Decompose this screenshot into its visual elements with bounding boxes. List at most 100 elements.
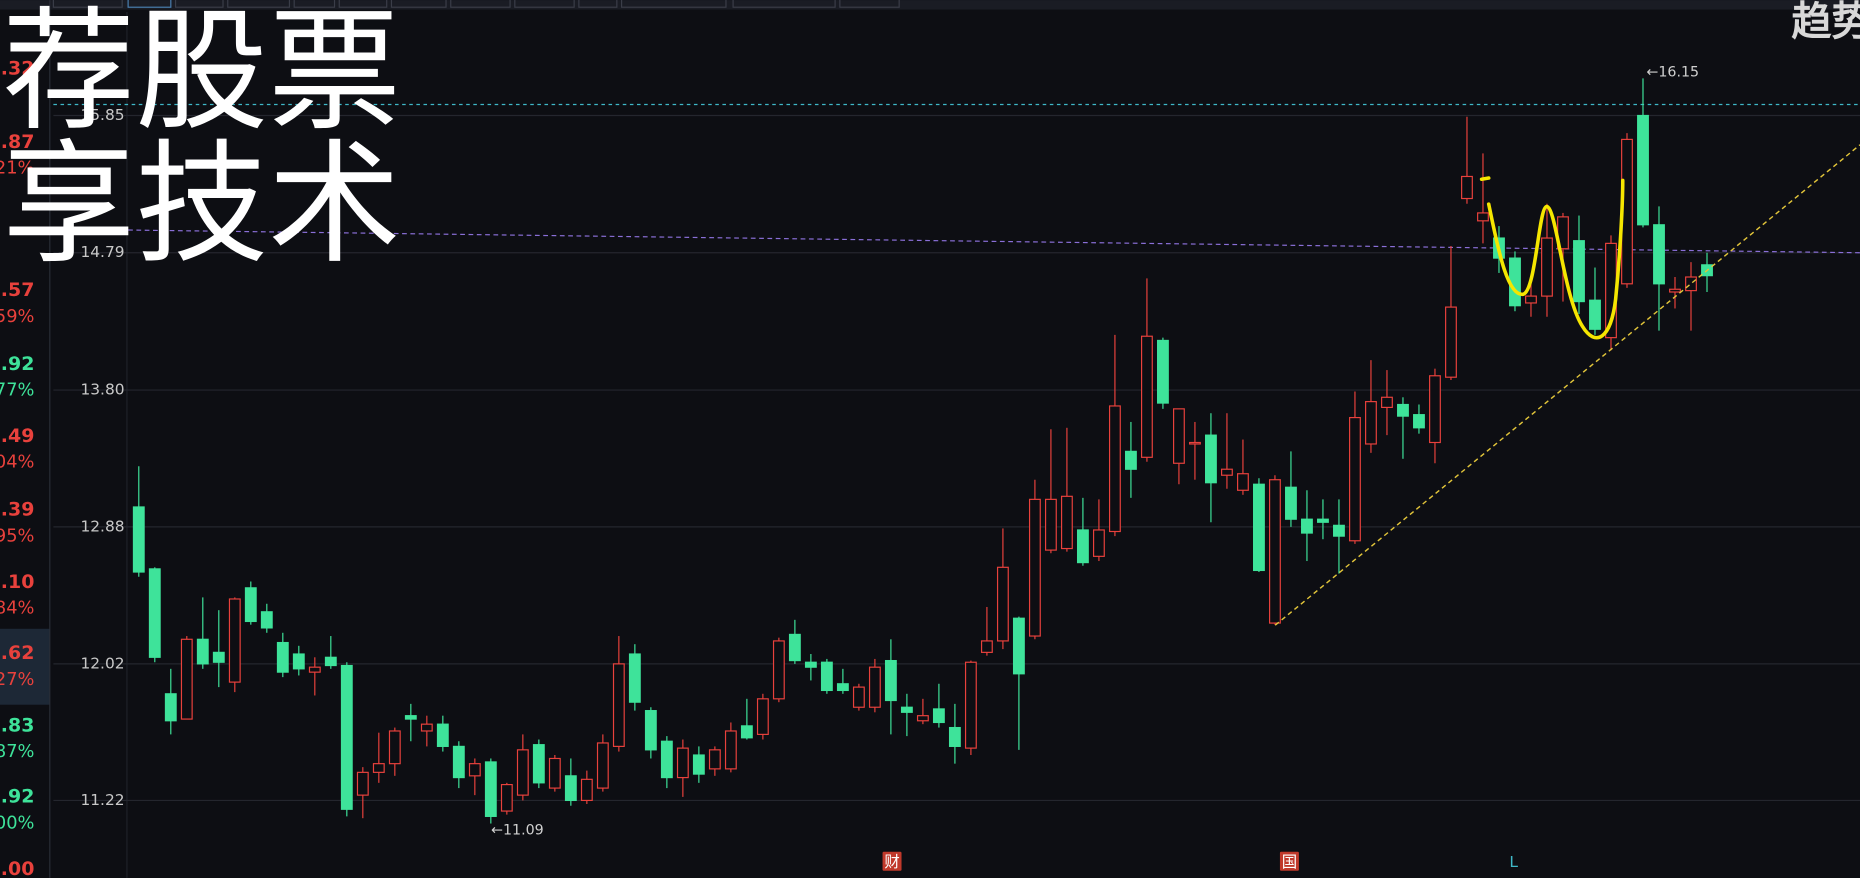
- candle-body: [1092, 529, 1105, 557]
- candle-body: [1172, 408, 1185, 464]
- candle-body: [324, 656, 337, 667]
- y-tick-label: 11.22: [80, 791, 124, 809]
- side-price: 2.32: [0, 57, 34, 79]
- side-price: 3.10: [0, 571, 34, 593]
- tab[interactable]: [514, 0, 575, 8]
- tab[interactable]: [127, 0, 172, 8]
- candle-body: [644, 710, 657, 751]
- tab[interactable]: [732, 0, 836, 8]
- candle-body: [548, 757, 561, 789]
- tab[interactable]: [293, 0, 336, 8]
- side-change: 00%: [0, 812, 34, 833]
- y-tick-label: 12.02: [80, 654, 124, 672]
- candle-body: [1477, 212, 1489, 222]
- side-change: 95%: [0, 525, 34, 546]
- candle-body: [212, 651, 225, 663]
- trend-line: [1274, 144, 1860, 626]
- candle-body: [1589, 299, 1601, 330]
- candle-body: [276, 641, 289, 673]
- candle-body: [1349, 416, 1361, 542]
- candle-body: [596, 742, 609, 789]
- candle-body: [1653, 224, 1665, 285]
- side-price: 3.83: [0, 715, 34, 737]
- candle-body: [340, 664, 353, 810]
- candle-body: [1333, 524, 1345, 537]
- candle-body: [532, 744, 545, 784]
- tab[interactable]: [578, 0, 618, 8]
- candle-body: [1573, 240, 1585, 303]
- extreme-label: ←16.15: [1646, 64, 1699, 80]
- candle-body: [1044, 498, 1057, 551]
- tab[interactable]: [620, 0, 727, 8]
- labels: 11.22 12.02 12.88 13.80 14.79 15.85 ←16.15 ←11.…: [0, 57, 1699, 878]
- candle-body: [500, 783, 513, 812]
- candle-body: [308, 666, 321, 673]
- y-tick-label: 13.80: [80, 381, 124, 399]
- tab[interactable]: [338, 0, 388, 8]
- tab[interactable]: [174, 0, 224, 8]
- candle-body: [1012, 617, 1025, 675]
- candle-body: [1381, 396, 1393, 408]
- tab[interactable]: [450, 0, 511, 8]
- candle-body: [516, 749, 529, 796]
- candle-body: [468, 763, 481, 777]
- candle-body: [484, 761, 497, 817]
- event-marker: 国: [1282, 853, 1297, 871]
- candle-body: [564, 775, 577, 802]
- candle-body: [1285, 486, 1297, 520]
- side-price: 4.62: [0, 642, 34, 664]
- candle-body: [1509, 257, 1521, 307]
- side-price: 2.49: [0, 425, 34, 447]
- candle-body: [1461, 175, 1473, 200]
- side-price: 0.00: [0, 858, 34, 878]
- hand-drawing: [1479, 176, 1625, 340]
- candle-body: [772, 640, 785, 700]
- candle-body: [948, 726, 961, 747]
- candle-body: [180, 638, 193, 720]
- event-marker-box: [882, 851, 902, 871]
- selected-row: [0, 628, 50, 705]
- candle-body: [1669, 288, 1681, 293]
- candle-body: [404, 715, 417, 720]
- candle-body: [292, 653, 305, 670]
- candle-body: [884, 659, 897, 702]
- side-change: 59%: [0, 306, 34, 327]
- candle-body: [1301, 518, 1313, 534]
- candle-body: [1189, 441, 1201, 445]
- y-tick-label: 14.79: [80, 243, 124, 261]
- side-change: 84%: [0, 598, 34, 619]
- candle-body: [980, 640, 993, 653]
- candle-body: [964, 661, 977, 749]
- candle-body: [708, 749, 721, 770]
- side-change: 77%: [0, 379, 34, 400]
- candle-body: [996, 566, 1009, 642]
- candle-body: [676, 747, 689, 779]
- candle-body: [756, 698, 769, 735]
- side-price: 3.39: [0, 499, 34, 521]
- candle-body: [1685, 276, 1697, 292]
- tab[interactable]: [390, 0, 447, 8]
- candle-body: [900, 706, 913, 713]
- candle-body: [724, 730, 737, 770]
- candle-body: [436, 723, 449, 747]
- candle-body: [1060, 495, 1073, 550]
- candle-body: [804, 661, 817, 668]
- tab[interactable]: [52, 0, 123, 8]
- candle-body: [1140, 335, 1153, 458]
- tab[interactable]: [839, 0, 900, 8]
- candle-body: [228, 598, 241, 683]
- candle-body: [916, 715, 929, 722]
- tab[interactable]: [227, 0, 291, 8]
- candle-body: [1397, 403, 1409, 417]
- candle-body: [1156, 339, 1169, 404]
- candle-body: [1445, 306, 1457, 378]
- side-change: 21%: [0, 158, 34, 179]
- candle-body: [1429, 375, 1441, 444]
- candle-body: [164, 693, 177, 722]
- extreme-label: ←11.09: [491, 823, 544, 839]
- candle-body: [420, 723, 433, 732]
- candle-body: [660, 740, 673, 779]
